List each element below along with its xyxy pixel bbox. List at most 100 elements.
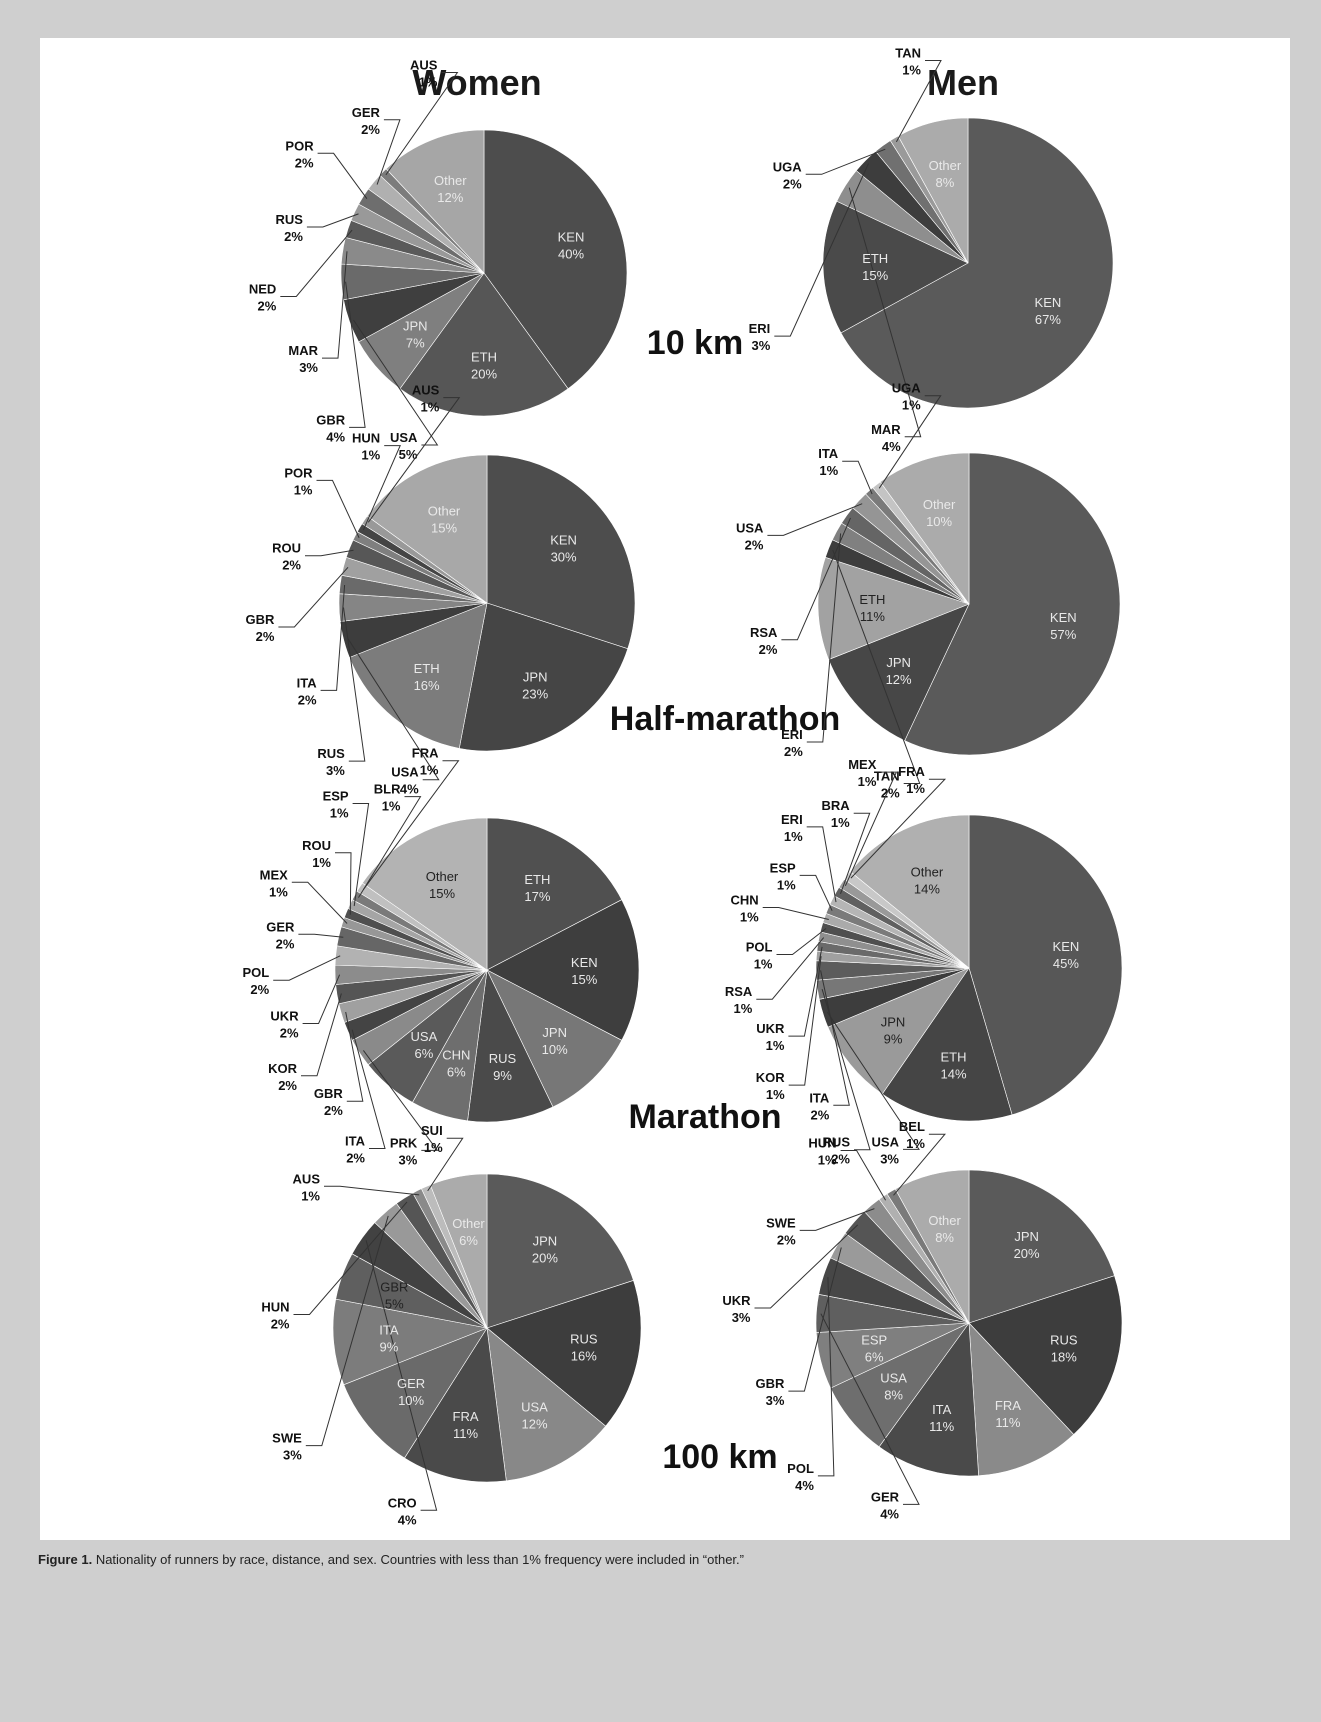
slice-label-por: POR bbox=[284, 465, 313, 480]
slice-value-esp: 6% bbox=[865, 1349, 884, 1364]
slice-label-jpn: JPN bbox=[886, 655, 911, 670]
slice-label-ukr: UKR bbox=[756, 1021, 785, 1036]
slice-value-tan: 1% bbox=[902, 63, 921, 78]
pie-slice-other bbox=[849, 814, 970, 969]
slice-label-usa: USA bbox=[391, 765, 419, 780]
slice-label-fra: FRA bbox=[412, 746, 439, 761]
pie-slice-ken bbox=[840, 117, 1114, 409]
slice-value-ita: 1% bbox=[819, 463, 838, 478]
slice-label-rsa: RSA bbox=[750, 625, 778, 640]
distance-label-100km: 100 km bbox=[662, 1438, 778, 1476]
pie-slices bbox=[334, 817, 640, 1123]
slice-label-fra: FRA bbox=[995, 1398, 1021, 1413]
slice-value-gbr: 3% bbox=[766, 1393, 785, 1408]
leader-line-pol bbox=[817, 1277, 835, 1477]
slice-label-prk: PRK bbox=[390, 1135, 418, 1150]
leader-line-swe bbox=[305, 1215, 389, 1447]
slice-label-esp: ESP bbox=[323, 789, 349, 804]
slice-value-other: 6% bbox=[459, 1233, 478, 1248]
leader-line-rus bbox=[821, 988, 871, 1151]
slice-value-aus: 1% bbox=[419, 75, 438, 90]
slice-value-ukr: 1% bbox=[766, 1038, 785, 1053]
slice-labels: KEN 40% ETH 20% JPN 7% Other 12% USA 5% GBR 4% MAR 3%… bbox=[249, 58, 585, 463]
slice-label-jpn: JPN bbox=[542, 1025, 567, 1040]
leader-line-prk bbox=[362, 1050, 439, 1151]
slice-label-jpn: JPN bbox=[523, 670, 548, 685]
slice-value-eth: 11% bbox=[860, 609, 885, 624]
pie-slice-jpn bbox=[486, 1173, 634, 1329]
slice-value-rou: 2% bbox=[282, 558, 301, 573]
leader-line-gbr bbox=[788, 1247, 842, 1392]
slice-label-hun: HUN bbox=[261, 1300, 289, 1315]
slice-label-eth: ETH bbox=[414, 661, 440, 676]
leader-line-kor bbox=[788, 956, 822, 1086]
pie-slice-jpn bbox=[458, 602, 629, 752]
slice-label-pol: POL bbox=[242, 965, 269, 980]
pie-slice-eth bbox=[881, 967, 1013, 1122]
slice-label-mar: MAR bbox=[288, 343, 318, 358]
men-column-header: Men bbox=[927, 62, 999, 103]
slice-labels: KEN 67% ETH 15% Other 8% MAR 4% ERI 3% UGA 2% TAN 1% bbox=[749, 46, 1062, 454]
pie-slice-rus bbox=[486, 1280, 642, 1427]
pie-slice-eth bbox=[817, 556, 970, 660]
slice-value-cro: 4% bbox=[398, 1512, 417, 1527]
leader-line-gbr bbox=[345, 1011, 364, 1102]
slice-label-jpn: JPN bbox=[1014, 1229, 1039, 1244]
leader-line-usa bbox=[347, 638, 440, 781]
slice-label-rus: RUS bbox=[275, 212, 303, 227]
slice-value-bra: 1% bbox=[831, 815, 850, 830]
slice-label-eth: ETH bbox=[471, 350, 497, 365]
slice-value-mar: 3% bbox=[299, 360, 318, 375]
leader-line-uga bbox=[805, 148, 886, 175]
slice-value-chn: 1% bbox=[740, 910, 759, 925]
slice-label-ken: KEN bbox=[571, 955, 598, 970]
slice-value-eri: 1% bbox=[784, 829, 803, 844]
slice-label-ita: ITA bbox=[932, 1402, 952, 1417]
pie-slice-ita bbox=[878, 1322, 979, 1477]
slice-value-other: 12% bbox=[437, 190, 463, 205]
slice-label-blr: BLR bbox=[374, 782, 401, 797]
leader-lines bbox=[754, 1133, 946, 1505]
slice-labels: KEN 45% ETH 14% JPN 9% Other 14% USA 3% RUS 2% ITA 2%… bbox=[725, 757, 1079, 1167]
leader-line-ukr bbox=[788, 946, 823, 1037]
slice-value-hun: 1% bbox=[361, 448, 380, 463]
slice-value-pol: 1% bbox=[754, 957, 773, 972]
slice-label-usa: USA bbox=[390, 430, 418, 445]
slice-labels: ETH 17% KEN 15% JPN 10% RUS 9% CHN 6% USA 6% Other 15… bbox=[242, 746, 597, 1168]
slice-value-swe: 3% bbox=[283, 1448, 302, 1463]
slice-label-pol: POL bbox=[787, 1461, 814, 1476]
slice-value-rus: 18% bbox=[1051, 1349, 1077, 1364]
slice-value-usa: 6% bbox=[415, 1046, 434, 1061]
slice-label-usa: USA bbox=[411, 1029, 438, 1044]
pie-slice-ken bbox=[483, 129, 628, 390]
slice-value-usa: 8% bbox=[884, 1387, 903, 1402]
slice-value-hun: 2% bbox=[271, 1317, 290, 1332]
leader-line-rsa bbox=[781, 517, 851, 641]
pie-slice-other bbox=[385, 129, 485, 274]
leader-line-aus bbox=[324, 1185, 420, 1196]
slice-label-ger: GER bbox=[266, 919, 295, 934]
slice-value-eri: 2% bbox=[784, 744, 803, 759]
leader-line-ger bbox=[376, 119, 401, 185]
slice-value-jpn: 20% bbox=[1014, 1246, 1040, 1261]
slice-value-usa: 12% bbox=[521, 1416, 547, 1431]
slice-value-ukr: 3% bbox=[732, 1310, 751, 1325]
leader-line-swe bbox=[799, 1208, 875, 1231]
pie-slice-ken bbox=[968, 814, 1123, 1116]
slice-value-fra: 11% bbox=[995, 1415, 1020, 1430]
slice-label-aus: AUS bbox=[410, 58, 438, 73]
slice-value-eth: 15% bbox=[862, 268, 888, 283]
pie-slice-other bbox=[879, 452, 970, 605]
slice-label-rsa: RSA bbox=[725, 984, 753, 999]
slice-value-jpn: 10% bbox=[542, 1042, 568, 1057]
leader-lines bbox=[756, 771, 947, 1151]
slice-label-eth: ETH bbox=[859, 592, 885, 607]
slice-value-kor: 1% bbox=[766, 1087, 785, 1102]
slice-value-kor: 2% bbox=[278, 1078, 297, 1093]
pie-chart-women-100km: JPN 20% RUS 16% USA 12% FRA 11% GER 10% ITA 9% GBR 5%… bbox=[261, 1123, 642, 1527]
leader-line-mex bbox=[291, 881, 348, 924]
slice-label-rus: RUS bbox=[317, 746, 345, 761]
slice-label-other: Other bbox=[428, 504, 461, 519]
slice-labels: JPN 20% RUS 18% FRA 11% ITA 11% USA 8% ESP 6% Other 8… bbox=[722, 1119, 1078, 1521]
slice-label-jpn: JPN bbox=[533, 1233, 558, 1248]
